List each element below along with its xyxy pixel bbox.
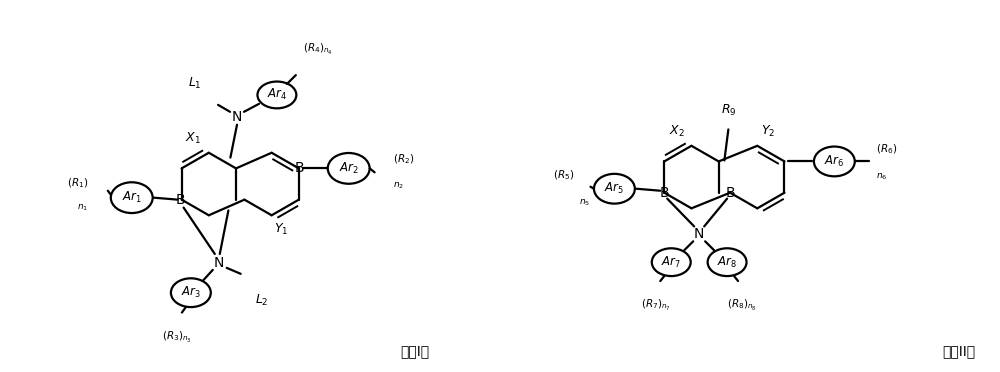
Text: B: B [725,186,735,200]
Text: $Y_1$: $Y_1$ [274,222,288,237]
Text: $n_6$: $n_6$ [876,171,888,182]
Text: $Y_2$: $Y_2$ [761,124,776,139]
Text: N: N [694,227,704,241]
Text: $X_2$: $X_2$ [669,124,684,139]
Text: $Ar_1$: $Ar_1$ [122,190,142,205]
Text: $(R_4)_{n_4}$: $(R_4)_{n_4}$ [303,42,333,57]
Text: $Ar_8$: $Ar_8$ [717,254,737,270]
Text: $(R_1)$: $(R_1)$ [67,176,88,190]
Text: $(R_7)_{n_7}$: $(R_7)_{n_7}$ [641,298,671,313]
Text: $(R_3)_{n_3}$: $(R_3)_{n_3}$ [162,330,192,346]
Text: $L_1$: $L_1$ [188,76,202,91]
Text: $(R_2)$: $(R_2)$ [393,153,414,166]
Text: N: N [214,256,224,270]
Text: $Ar_5$: $Ar_5$ [604,181,624,196]
Text: $n_1$: $n_1$ [77,203,88,213]
Text: $Ar_6$: $Ar_6$ [824,154,844,169]
Text: B: B [176,193,185,207]
Text: $X_1$: $X_1$ [185,131,201,146]
Text: $L_2$: $L_2$ [255,293,268,308]
Text: $(R_5)$: $(R_5)$ [553,168,575,182]
Text: N: N [232,110,242,124]
Text: B: B [659,186,669,200]
Text: $n_5$: $n_5$ [579,198,591,208]
Text: $(R_6)$: $(R_6)$ [876,143,898,157]
Text: $Ar_2$: $Ar_2$ [339,161,359,176]
Text: $n_2$: $n_2$ [393,180,404,191]
Text: $Ar_7$: $Ar_7$ [661,254,681,270]
Text: B: B [295,161,305,175]
Text: 式（I）: 式（I） [401,344,430,358]
Text: 式（II）: 式（II） [942,344,975,358]
Text: $Ar_4$: $Ar_4$ [267,87,287,102]
Text: $Ar_3$: $Ar_3$ [181,285,201,300]
Text: $R_9$: $R_9$ [721,102,736,118]
Text: $(R_8)_{n_8}$: $(R_8)_{n_8}$ [727,298,757,313]
